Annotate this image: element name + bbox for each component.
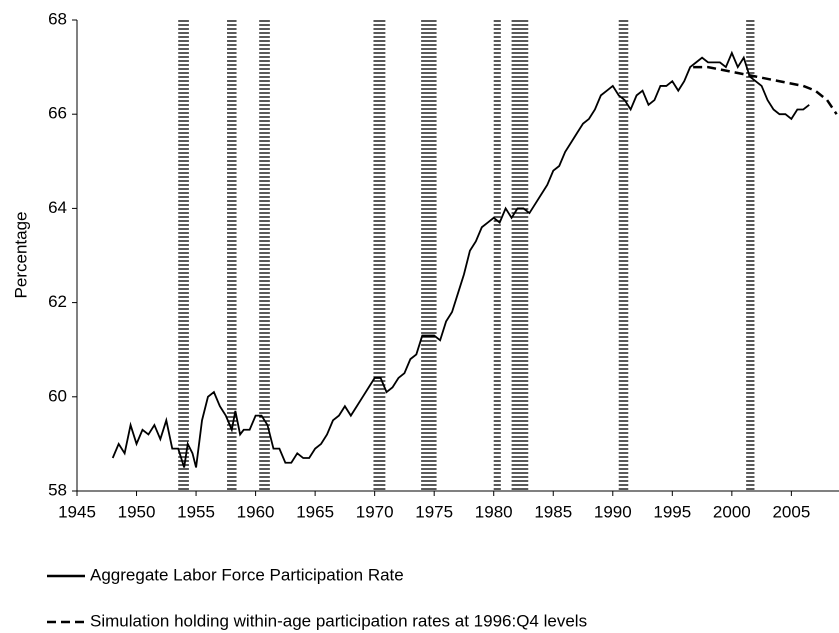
x-tick-label: 1980 (475, 502, 513, 521)
legend-label: Aggregate Labor Force Participation Rate (90, 565, 404, 584)
recession-band (746, 20, 755, 491)
recession-band (511, 20, 529, 491)
x-tick-label: 1970 (356, 502, 394, 521)
x-tick-label: 1955 (177, 502, 215, 521)
recession-band (373, 20, 386, 491)
x-tick-label: 2000 (713, 502, 751, 521)
y-tick-label: 58 (48, 480, 67, 499)
y-tick-label: 68 (48, 9, 67, 28)
x-tick-label: 1965 (296, 502, 334, 521)
x-tick-label: 1975 (415, 502, 453, 521)
y-axis-label: Percentage (11, 212, 30, 299)
x-tick-label: 1960 (237, 502, 275, 521)
y-tick-label: 66 (48, 104, 67, 123)
x-tick-label: 1985 (534, 502, 572, 521)
recession-band (618, 20, 629, 491)
series-line (693, 65, 838, 115)
legend-label: Simulation holding within-age participat… (90, 611, 587, 630)
x-tick-label: 1990 (594, 502, 632, 521)
recession-band (493, 20, 501, 491)
series-line (111, 50, 810, 468)
y-tick-label: 62 (48, 292, 67, 311)
recession-band (421, 20, 437, 491)
x-tick-label: 1995 (653, 502, 691, 521)
recession-band (259, 20, 270, 491)
x-tick-label: 1945 (58, 502, 96, 521)
recession-band (227, 20, 237, 491)
recession-band (178, 20, 189, 491)
y-tick-label: 64 (48, 198, 67, 217)
y-tick-label: 60 (48, 386, 67, 405)
x-tick-label: 2005 (772, 502, 810, 521)
x-tick-label: 1950 (118, 502, 156, 521)
